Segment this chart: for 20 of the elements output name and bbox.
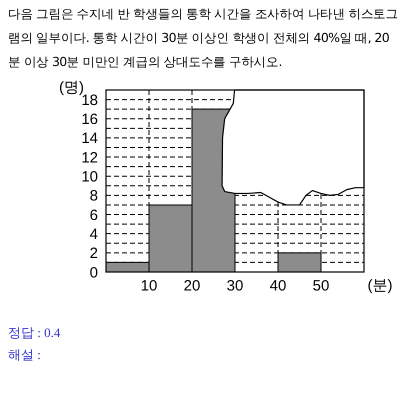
text: 정답 : 0.4 xyxy=(8,324,62,342)
x-tick-label: 40 xyxy=(270,278,286,295)
x-axis-title: (분) xyxy=(368,277,392,294)
x-tick-label: 10 xyxy=(140,278,158,295)
y-tick-label: 4 xyxy=(90,226,98,244)
x-tick-label: 30 xyxy=(226,278,244,295)
y-tick-label: 16 xyxy=(81,111,98,128)
y-tick-label: 6 xyxy=(90,206,98,224)
y-axis-title: (명) xyxy=(59,79,84,96)
x-tick-label: 20 xyxy=(184,278,200,295)
y-tick-label: 12 xyxy=(81,149,98,166)
y-tick-label: 10 xyxy=(81,168,98,186)
y-tick-label: 8 xyxy=(90,188,98,205)
y-tick-label: 2 xyxy=(90,245,98,262)
y-tick-label: 14 xyxy=(81,130,98,148)
x-tick-label: 50 xyxy=(312,278,330,295)
text: 해설 : xyxy=(8,346,42,364)
chart-title: 다음 그림은 수지네 반 학생들의 통학 시간을 조사하여 나타낸 히스토그램의 일부이다. 통학 시간이 30분 이상인 학생이 전체의 40%일 때, 20분 이상 30분 미만인 계급의 상대도수를 구하시오. xyxy=(8,5,399,71)
y-tick-label: 18 xyxy=(81,92,98,109)
y-tick-label: 0 xyxy=(90,264,98,282)
